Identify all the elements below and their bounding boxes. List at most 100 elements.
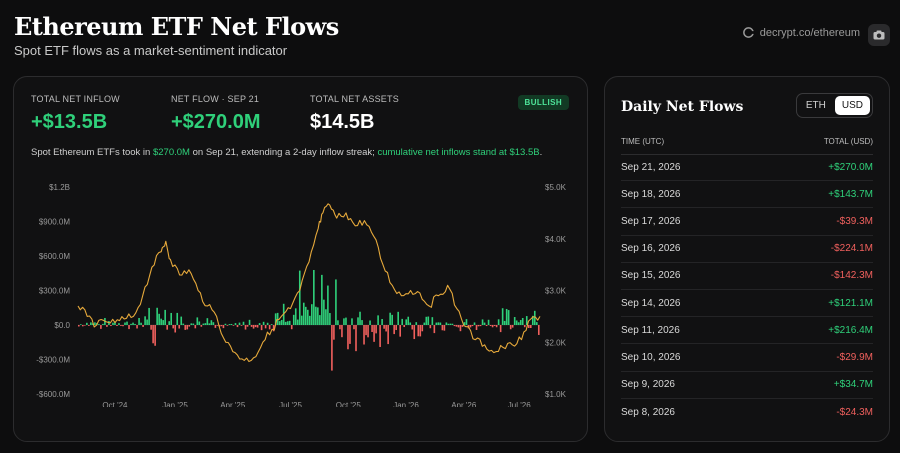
page-header: Ethereum ETF Net Flows Spot ETF flows as… — [14, 12, 339, 58]
table-row[interactable]: Sep 16, 2026 -$224.1M — [621, 236, 873, 263]
row-value: -$29.9M — [836, 351, 873, 363]
flow-bar — [258, 323, 261, 325]
flow-bar — [419, 325, 422, 337]
flow-bar — [186, 325, 189, 330]
y-tick-left: $600.0M — [39, 252, 70, 261]
table-row[interactable]: Sep 11, 2026 +$216.4M — [621, 317, 873, 345]
toggle-eth[interactable]: ETH — [805, 100, 826, 111]
stat-label: TOTAL NET ASSETS — [310, 94, 399, 104]
flow-bar — [371, 325, 373, 332]
source-link[interactable]: decrypt.co/ethereum — [742, 26, 860, 39]
flow-bar — [445, 322, 448, 325]
flow-bar — [433, 325, 436, 334]
flow-bar — [140, 322, 142, 325]
flow-bar — [495, 325, 498, 328]
stat-label: NET FLOW · SEP 21 — [171, 94, 260, 104]
table-row[interactable]: Sep 21, 2026 +$270.0M — [621, 154, 873, 182]
x-tick: Oct '24 — [102, 401, 128, 407]
row-date: Sep 16, 2026 — [621, 243, 681, 255]
flow-bar — [407, 316, 410, 325]
flow-bar — [174, 325, 177, 333]
flow-bar — [451, 323, 454, 325]
flow-bar — [507, 310, 510, 325]
page-subtitle: Spot ETF flows as a market-sentiment ind… — [14, 43, 288, 58]
table-row[interactable]: Sep 8, 2026 -$24.3M — [621, 399, 873, 426]
y-tick-right: $2.0K — [545, 338, 567, 347]
table-row[interactable]: Sep 9, 2026 +$34.7M — [621, 372, 873, 399]
flow-bar — [435, 322, 438, 325]
flow-bar — [110, 325, 112, 327]
table-row[interactable]: Sep 14, 2026 +$121.1M — [621, 290, 873, 318]
x-tick: Oct '25 — [336, 401, 362, 407]
flow-bar — [459, 325, 462, 332]
flow-bar — [270, 324, 273, 325]
flow-bar — [238, 322, 241, 325]
summary-text: Spot Ethereum ETFs took in — [31, 147, 153, 158]
flow-bar — [112, 322, 114, 325]
flow-bar — [286, 321, 289, 325]
flow-bar — [311, 304, 313, 325]
flow-bar — [228, 324, 231, 325]
flow-bar — [531, 315, 534, 325]
flow-bar — [296, 319, 299, 325]
flow-bar — [106, 325, 108, 327]
flow-bar — [142, 325, 144, 327]
flow-bar — [226, 325, 229, 326]
stat-value: +$270.0M — [171, 111, 261, 133]
flow-bar — [477, 325, 480, 327]
flow-bar — [214, 325, 217, 328]
flow-bar — [479, 325, 482, 327]
flow-bar — [294, 308, 297, 325]
flow-bar — [391, 314, 393, 325]
row-value: +$143.7M — [828, 188, 873, 200]
flow-bar — [421, 325, 424, 332]
flow-bar — [515, 320, 518, 325]
flow-bar — [256, 325, 259, 328]
summary-cumulative: cumulative net inflows stand at $13.5B — [377, 147, 540, 158]
flow-bar — [206, 318, 209, 325]
flow-bar — [385, 325, 387, 332]
flow-summary: Spot Ethereum ETFs took in $270.0M on Se… — [31, 147, 542, 158]
screenshot-button[interactable] — [868, 24, 890, 46]
flow-bar — [333, 325, 335, 340]
y-tick-left: $900.0M — [39, 218, 70, 227]
flow-bar — [429, 325, 432, 329]
flow-bar — [244, 325, 247, 330]
row-value: -$24.3M — [836, 406, 873, 418]
flow-bar — [216, 325, 219, 326]
flow-bar — [395, 325, 397, 331]
flow-bar — [509, 325, 512, 330]
flow-bar — [242, 321, 245, 325]
flow-bar — [517, 322, 520, 325]
flow-bar — [100, 325, 102, 329]
table-row[interactable]: Sep 17, 2026 -$39.3M — [621, 208, 873, 236]
flow-bar — [84, 325, 86, 326]
flow-bar — [321, 274, 323, 325]
flow-bar — [425, 316, 428, 325]
toggle-usd[interactable]: USD — [834, 96, 870, 115]
flow-bar — [473, 322, 476, 325]
flow-bar — [144, 316, 146, 325]
flow-bar — [519, 320, 522, 325]
flow-bar — [306, 309, 309, 325]
flow-bar — [154, 325, 156, 346]
flow-bar — [323, 299, 325, 325]
flow-bar — [439, 322, 442, 325]
flow-bar — [399, 325, 401, 337]
table-row[interactable]: Sep 10, 2026 -$29.9M — [621, 344, 873, 372]
decrypt-logo-icon — [742, 27, 755, 38]
flow-bar — [455, 325, 458, 327]
flow-bar — [457, 325, 460, 328]
flow-bar — [411, 325, 414, 330]
table-row[interactable]: Sep 15, 2026 -$142.3M — [621, 263, 873, 290]
table-row[interactable]: Sep 18, 2026 +$143.7M — [621, 181, 873, 209]
flow-bar — [234, 323, 237, 325]
flow-bar — [148, 307, 150, 325]
flow-bar — [254, 325, 257, 328]
flow-bar — [222, 325, 225, 329]
flow-bar — [156, 307, 158, 325]
flow-bar — [409, 322, 412, 325]
flow-bar — [485, 325, 488, 327]
flows-chart[interactable]: $1.2B $900.0M $600.0M $300.0M $0.0 -$300.0M -$… — [14, 177, 589, 407]
stat-value: $14.5B — [310, 111, 375, 133]
